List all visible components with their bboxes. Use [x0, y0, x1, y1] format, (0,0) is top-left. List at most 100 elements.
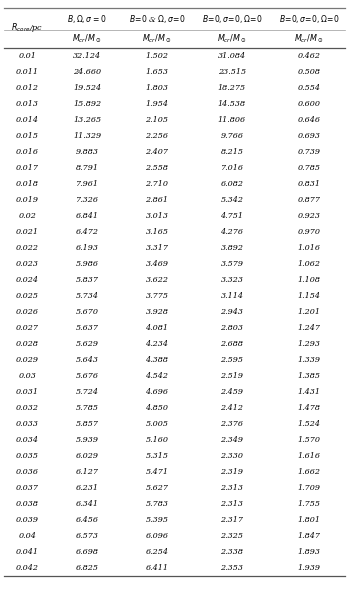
Text: 1.524: 1.524 — [298, 420, 320, 428]
Text: 4.696: 4.696 — [146, 388, 168, 396]
Text: 6.841: 6.841 — [75, 212, 99, 220]
Text: 7.326: 7.326 — [75, 196, 99, 204]
Text: 5.783: 5.783 — [146, 500, 168, 508]
Text: $M_{cr}/M_\odot$: $M_{cr}/M_\odot$ — [217, 33, 247, 45]
Text: 3.114: 3.114 — [220, 292, 244, 300]
Text: 5.724: 5.724 — [75, 388, 99, 396]
Text: 6.472: 6.472 — [75, 228, 99, 236]
Text: 4.234: 4.234 — [146, 340, 168, 348]
Text: 13.265: 13.265 — [73, 116, 101, 124]
Text: 2.353: 2.353 — [220, 564, 244, 572]
Text: 32.124: 32.124 — [73, 52, 101, 60]
Text: 2.710: 2.710 — [146, 180, 168, 188]
Text: 0.013: 0.013 — [16, 100, 39, 108]
Text: 2.105: 2.105 — [146, 116, 168, 124]
Text: 0.019: 0.019 — [16, 196, 39, 204]
Text: 3.323: 3.323 — [220, 276, 244, 284]
Text: 1.653: 1.653 — [146, 68, 168, 76]
Text: 5.637: 5.637 — [75, 324, 99, 332]
Text: 1.847: 1.847 — [298, 532, 320, 540]
Text: 0.739: 0.739 — [298, 148, 320, 156]
Text: $B,\Omega,\sigma=0$: $B,\Omega,\sigma=0$ — [67, 13, 107, 25]
Text: 5.857: 5.857 — [75, 420, 99, 428]
Text: 5.629: 5.629 — [75, 340, 99, 348]
Text: 0.462: 0.462 — [298, 52, 320, 60]
Text: 0.014: 0.014 — [16, 116, 39, 124]
Text: 6.573: 6.573 — [75, 532, 99, 540]
Text: 5.005: 5.005 — [146, 420, 168, 428]
Text: 0.011: 0.011 — [16, 68, 39, 76]
Text: 19.524: 19.524 — [73, 84, 101, 92]
Text: 0.02: 0.02 — [19, 212, 37, 220]
Text: 6.698: 6.698 — [75, 548, 99, 556]
Text: 0.042: 0.042 — [16, 564, 39, 572]
Text: 3.317: 3.317 — [146, 244, 168, 252]
Text: 1.801: 1.801 — [298, 516, 320, 524]
Text: 5.627: 5.627 — [146, 484, 168, 492]
Text: $M_{cr}/M_\odot$: $M_{cr}/M_\odot$ — [72, 33, 102, 45]
Text: 5.785: 5.785 — [75, 404, 99, 412]
Text: 1.385: 1.385 — [298, 372, 320, 380]
Text: 5.837: 5.837 — [75, 276, 99, 284]
Text: 0.877: 0.877 — [298, 196, 320, 204]
Text: 0.035: 0.035 — [16, 452, 39, 460]
Text: 24.660: 24.660 — [73, 68, 101, 76]
Text: 2.313: 2.313 — [220, 500, 244, 508]
Text: 1.339: 1.339 — [298, 356, 320, 364]
Text: 0.023: 0.023 — [16, 260, 39, 268]
Text: 23.515: 23.515 — [218, 68, 246, 76]
Text: 0.026: 0.026 — [16, 308, 39, 316]
Text: 9.766: 9.766 — [220, 132, 244, 140]
Text: 3.928: 3.928 — [146, 308, 168, 316]
Text: 5.471: 5.471 — [146, 468, 168, 476]
Text: 2.459: 2.459 — [220, 388, 244, 396]
Text: 4.276: 4.276 — [220, 228, 244, 236]
Text: 1.662: 1.662 — [298, 468, 320, 476]
Text: $B\!=\!0,\sigma\!=\!0,\Omega\!=\!0$: $B\!=\!0,\sigma\!=\!0,\Omega\!=\!0$ — [202, 13, 262, 25]
Text: 1.201: 1.201 — [298, 308, 320, 316]
Text: 0.034: 0.034 — [16, 436, 39, 444]
Text: 0.032: 0.032 — [16, 404, 39, 412]
Text: 5.315: 5.315 — [146, 452, 168, 460]
Text: 6.825: 6.825 — [75, 564, 99, 572]
Text: 0.693: 0.693 — [298, 132, 320, 140]
Text: 0.031: 0.031 — [16, 388, 39, 396]
Text: 0.028: 0.028 — [16, 340, 39, 348]
Text: 0.600: 0.600 — [298, 100, 320, 108]
Text: 1.570: 1.570 — [298, 436, 320, 444]
Text: 0.646: 0.646 — [298, 116, 320, 124]
Text: 0.029: 0.029 — [16, 356, 39, 364]
Text: $B\!=\!0,\sigma\!=\!0,\Omega\!=\!0$: $B\!=\!0,\sigma\!=\!0,\Omega\!=\!0$ — [279, 13, 339, 25]
Text: 1.154: 1.154 — [298, 292, 320, 300]
Text: 15.892: 15.892 — [73, 100, 101, 108]
Text: 0.012: 0.012 — [16, 84, 39, 92]
Text: 2.407: 2.407 — [146, 148, 168, 156]
Text: 2.376: 2.376 — [220, 420, 244, 428]
Text: 1.893: 1.893 — [298, 548, 320, 556]
Text: 0.038: 0.038 — [16, 500, 39, 508]
Text: 0.016: 0.016 — [16, 148, 39, 156]
Text: 6.254: 6.254 — [146, 548, 168, 556]
Text: 7.016: 7.016 — [220, 164, 244, 172]
Text: 0.021: 0.021 — [16, 228, 39, 236]
Text: 6.029: 6.029 — [75, 452, 99, 460]
Text: 6.411: 6.411 — [146, 564, 168, 572]
Text: 2.325: 2.325 — [220, 532, 244, 540]
Text: 0.039: 0.039 — [16, 516, 39, 524]
Text: 0.508: 0.508 — [298, 68, 320, 76]
Text: 4.542: 4.542 — [146, 372, 168, 380]
Text: 1.616: 1.616 — [298, 452, 320, 460]
Text: 6.082: 6.082 — [220, 180, 244, 188]
Text: 5.395: 5.395 — [146, 516, 168, 524]
Text: 4.751: 4.751 — [220, 212, 244, 220]
Text: 2.519: 2.519 — [220, 372, 244, 380]
Text: 1.709: 1.709 — [298, 484, 320, 492]
Text: 5.734: 5.734 — [75, 292, 99, 300]
Text: 11.806: 11.806 — [218, 116, 246, 124]
Text: 0.015: 0.015 — [16, 132, 39, 140]
Text: 31.084: 31.084 — [218, 52, 246, 60]
Text: 1.247: 1.247 — [298, 324, 320, 332]
Text: 0.024: 0.024 — [16, 276, 39, 284]
Text: 18.275: 18.275 — [218, 84, 246, 92]
Text: 6.456: 6.456 — [75, 516, 99, 524]
